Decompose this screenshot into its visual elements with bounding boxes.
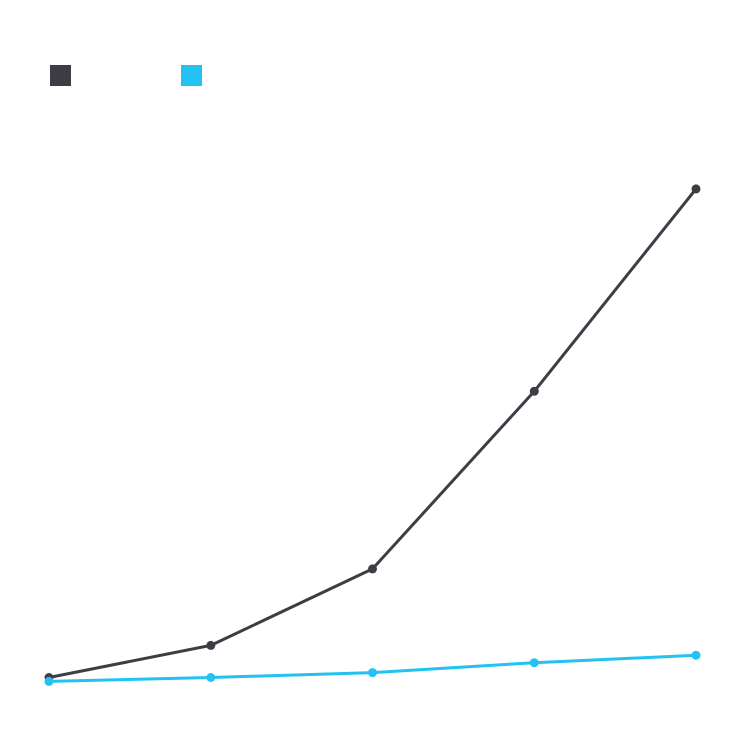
legend [50,65,202,86]
series-2-point-2 [206,673,216,682]
series-2-point-5 [691,650,701,660]
legend-swatch-1 [50,65,71,86]
plot-area [44,184,701,686]
series-1-point-2 [206,640,216,650]
series-line-1 [47,187,698,679]
series-1-point-4 [529,386,539,396]
series-1-point-5 [691,184,701,194]
series-2-point-4 [529,658,539,668]
legend-swatch-2 [181,65,202,86]
series-2-point-3 [368,668,377,678]
series-1-point-3 [368,564,377,574]
series-2-point-1 [44,676,54,686]
